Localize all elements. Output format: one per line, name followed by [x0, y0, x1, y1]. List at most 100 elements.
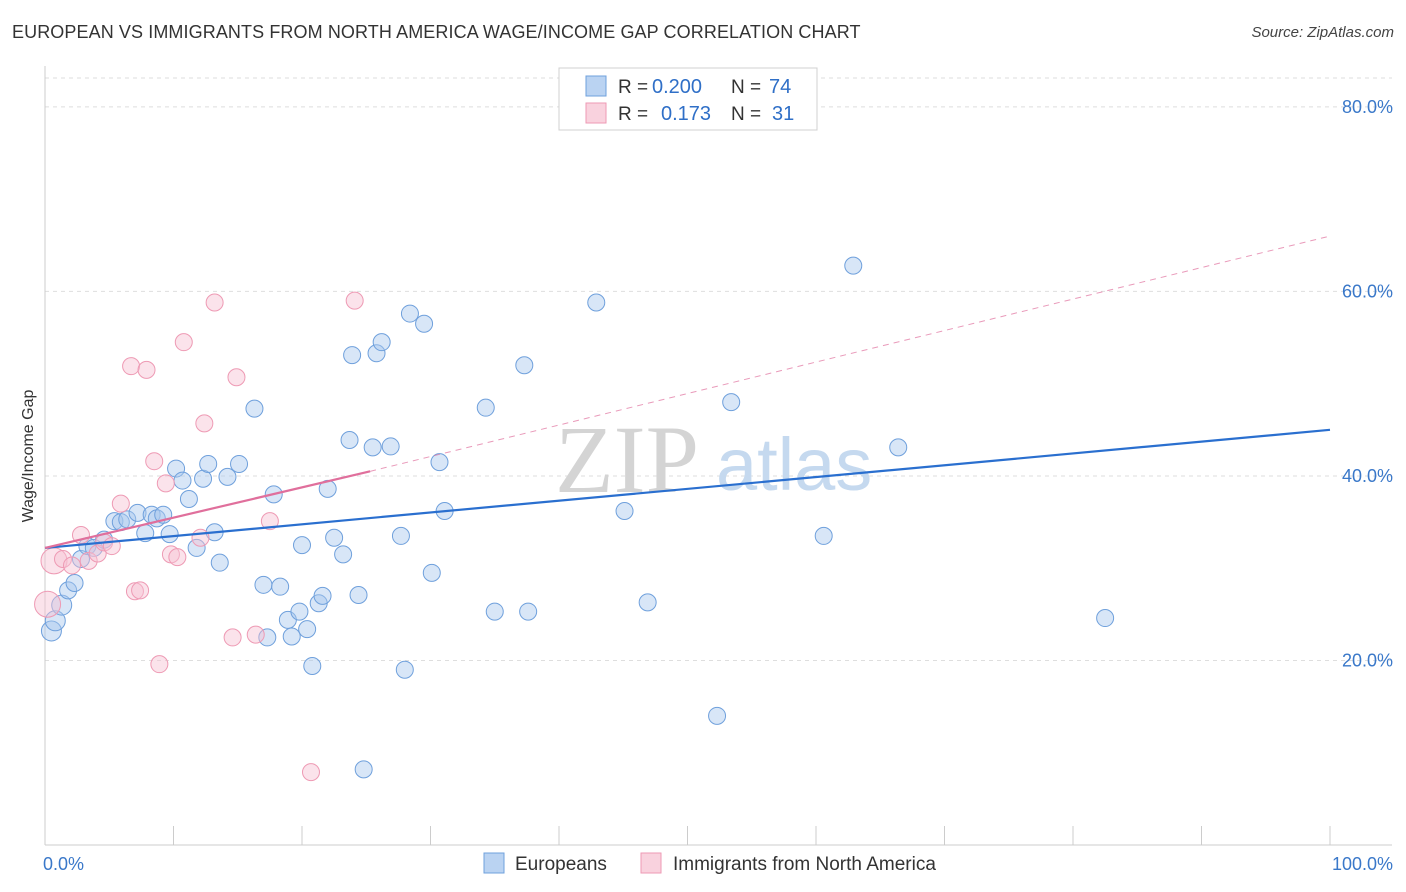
data-point-europeans — [615, 502, 634, 521]
data-point-europeans — [400, 304, 419, 323]
data-point-immigrants — [168, 548, 187, 567]
data-point-immigrants — [53, 549, 72, 568]
gridlines — [45, 77, 1392, 661]
data-point-europeans — [519, 602, 538, 621]
data-point-europeans — [372, 333, 391, 352]
data-point-europeans — [363, 438, 382, 457]
source-label: Source: ZipAtlas.com — [1251, 24, 1394, 41]
watermark-zip: ZIP — [555, 406, 699, 513]
data-point-immigrants — [205, 293, 224, 312]
data-point-europeans — [587, 293, 606, 312]
data-point-europeans — [160, 525, 179, 544]
data-point-immigrants — [62, 556, 81, 575]
data-point-europeans — [325, 528, 344, 547]
legend-top: R = 0.200 N = 74 R = 0.173 N = 31 — [558, 67, 818, 131]
data-point-europeans — [187, 538, 206, 557]
data-point-europeans — [430, 453, 449, 472]
y-tick-labels: 20.0% 40.0% 60.0% 80.0% — [1342, 97, 1393, 671]
legend-r-label: R = — [618, 77, 648, 98]
data-point-europeans — [290, 602, 309, 621]
data-point-immigrants — [79, 551, 98, 570]
legend-n-label: N = — [731, 77, 761, 98]
data-point-europeans — [303, 657, 322, 676]
data-point-immigrants — [227, 368, 246, 387]
data-point-immigrants — [174, 333, 193, 352]
legend-swatch-europeans — [585, 75, 607, 97]
data-point-europeans — [415, 314, 434, 333]
legend-swatch-immigrants — [585, 102, 607, 124]
data-point-europeans — [515, 356, 534, 375]
data-point-europeans — [313, 586, 332, 605]
data-point-europeans — [485, 602, 504, 621]
data-point-europeans — [708, 706, 727, 725]
legend-r-value: 0.173 — [661, 103, 711, 125]
data-point-immigrants — [301, 763, 320, 782]
data-point-immigrants — [131, 581, 150, 600]
data-point-immigrants — [246, 625, 265, 644]
trend-lines — [44, 235, 1331, 550]
data-point-europeans — [51, 594, 73, 616]
data-point-europeans — [422, 563, 441, 582]
data-point-immigrants — [137, 360, 156, 379]
legend-label-europeans: Europeans — [515, 854, 607, 875]
data-point-immigrants — [145, 452, 164, 471]
data-point-immigrants — [223, 628, 242, 647]
data-point-immigrants — [111, 494, 130, 513]
data-point-europeans — [59, 581, 78, 600]
data-point-europeans — [230, 454, 249, 473]
data-point-immigrants — [345, 291, 364, 310]
legend-n-value: 74 — [769, 76, 791, 98]
data-point-immigrants — [150, 655, 169, 674]
data-point-europeans — [271, 577, 290, 596]
legend-label-immigrants: Immigrants from North America — [673, 854, 936, 875]
legend-swatch-europeans — [483, 852, 505, 874]
data-point-europeans — [65, 573, 84, 592]
data-point-immigrants — [156, 474, 175, 493]
data-point-europeans — [293, 536, 311, 555]
data-point-europeans — [349, 585, 368, 604]
data-point-europeans — [476, 398, 495, 417]
data-point-europeans — [179, 490, 198, 509]
y-tick-label: 80.0% — [1342, 97, 1393, 117]
legend-row-europeans: R = 0.200 N = 74 — [585, 75, 791, 98]
data-point-europeans — [343, 346, 362, 365]
axes — [44, 66, 1392, 846]
watermark-atlas: atlas — [716, 423, 872, 506]
data-point-immigrants — [122, 357, 141, 376]
chart-title: EUROPEAN VS IMMIGRANTS FROM NORTH AMERIC… — [12, 22, 861, 42]
x-tick-labels: 0.0% 100.0% — [43, 854, 1393, 874]
legend-n-value: 31 — [772, 103, 794, 125]
data-point-europeans — [173, 471, 192, 490]
data-point-europeans — [258, 628, 277, 647]
data-point-europeans — [298, 620, 317, 639]
europeans-points — [40, 256, 1115, 779]
legend-swatch-immigrants — [640, 852, 662, 874]
x-tick-label: 100.0% — [1332, 854, 1393, 874]
data-point-europeans — [340, 430, 359, 449]
y-tick-label: 60.0% — [1342, 281, 1393, 301]
y-tick-label: 40.0% — [1342, 466, 1393, 486]
data-point-europeans — [844, 256, 863, 275]
legend-bottom: Europeans Immigrants from North America — [483, 852, 936, 875]
data-point-europeans — [254, 575, 273, 594]
legend-row-immigrants: R = 0.173 N = 31 — [585, 102, 794, 125]
data-point-europeans — [889, 438, 908, 457]
data-point-europeans — [245, 399, 264, 418]
data-point-europeans — [1096, 609, 1115, 628]
x-tick-label: 0.0% — [43, 854, 84, 874]
legend-n-label: N = — [731, 104, 761, 125]
data-point-europeans — [210, 553, 229, 572]
data-point-europeans — [128, 503, 147, 522]
data-point-europeans — [282, 627, 301, 646]
data-point-immigrants — [195, 414, 214, 433]
immigrants-points — [34, 291, 364, 782]
legend-r-value: 0.200 — [652, 76, 702, 98]
data-point-europeans — [638, 593, 657, 612]
data-point-immigrants — [88, 544, 107, 563]
data-point-immigrants — [125, 582, 144, 601]
data-point-europeans — [199, 454, 218, 473]
data-point-europeans — [391, 526, 410, 545]
data-point-europeans — [814, 526, 833, 545]
data-point-europeans — [218, 467, 237, 486]
